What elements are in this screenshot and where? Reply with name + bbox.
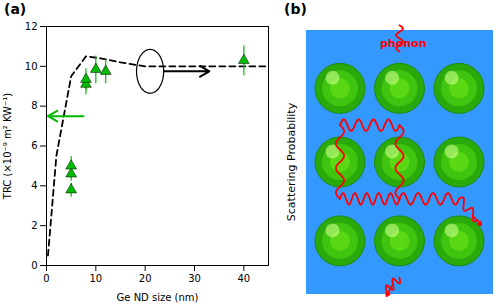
svg-text:8: 8 (31, 100, 37, 111)
svg-text:0: 0 (31, 260, 37, 271)
html-text:(b): (b) (284, 1, 307, 17)
svg-text:10: 10 (89, 273, 102, 284)
svg-text:0: 0 (43, 273, 49, 284)
html-text:(a): (a) (4, 1, 27, 17)
svg-text:phonon: phonon (380, 37, 426, 50)
svg-text:2: 2 (31, 220, 37, 231)
svg-text:12: 12 (25, 21, 38, 32)
svg-text:6: 6 (31, 140, 37, 151)
svg-text:10: 10 (25, 61, 38, 72)
svg-text:Scattering Probability: Scattering Probability (285, 102, 298, 221)
svg-text:30: 30 (188, 273, 201, 284)
svg-text:20: 20 (139, 273, 152, 284)
svg-text:40: 40 (237, 273, 250, 284)
svg-text:TRC (×10⁻⁹ m² KW⁻¹): TRC (×10⁻⁹ m² KW⁻¹) (2, 93, 13, 200)
svg-text:Ge ND size (nm): Ge ND size (nm) (117, 292, 199, 303)
svg-text:4: 4 (31, 180, 37, 191)
